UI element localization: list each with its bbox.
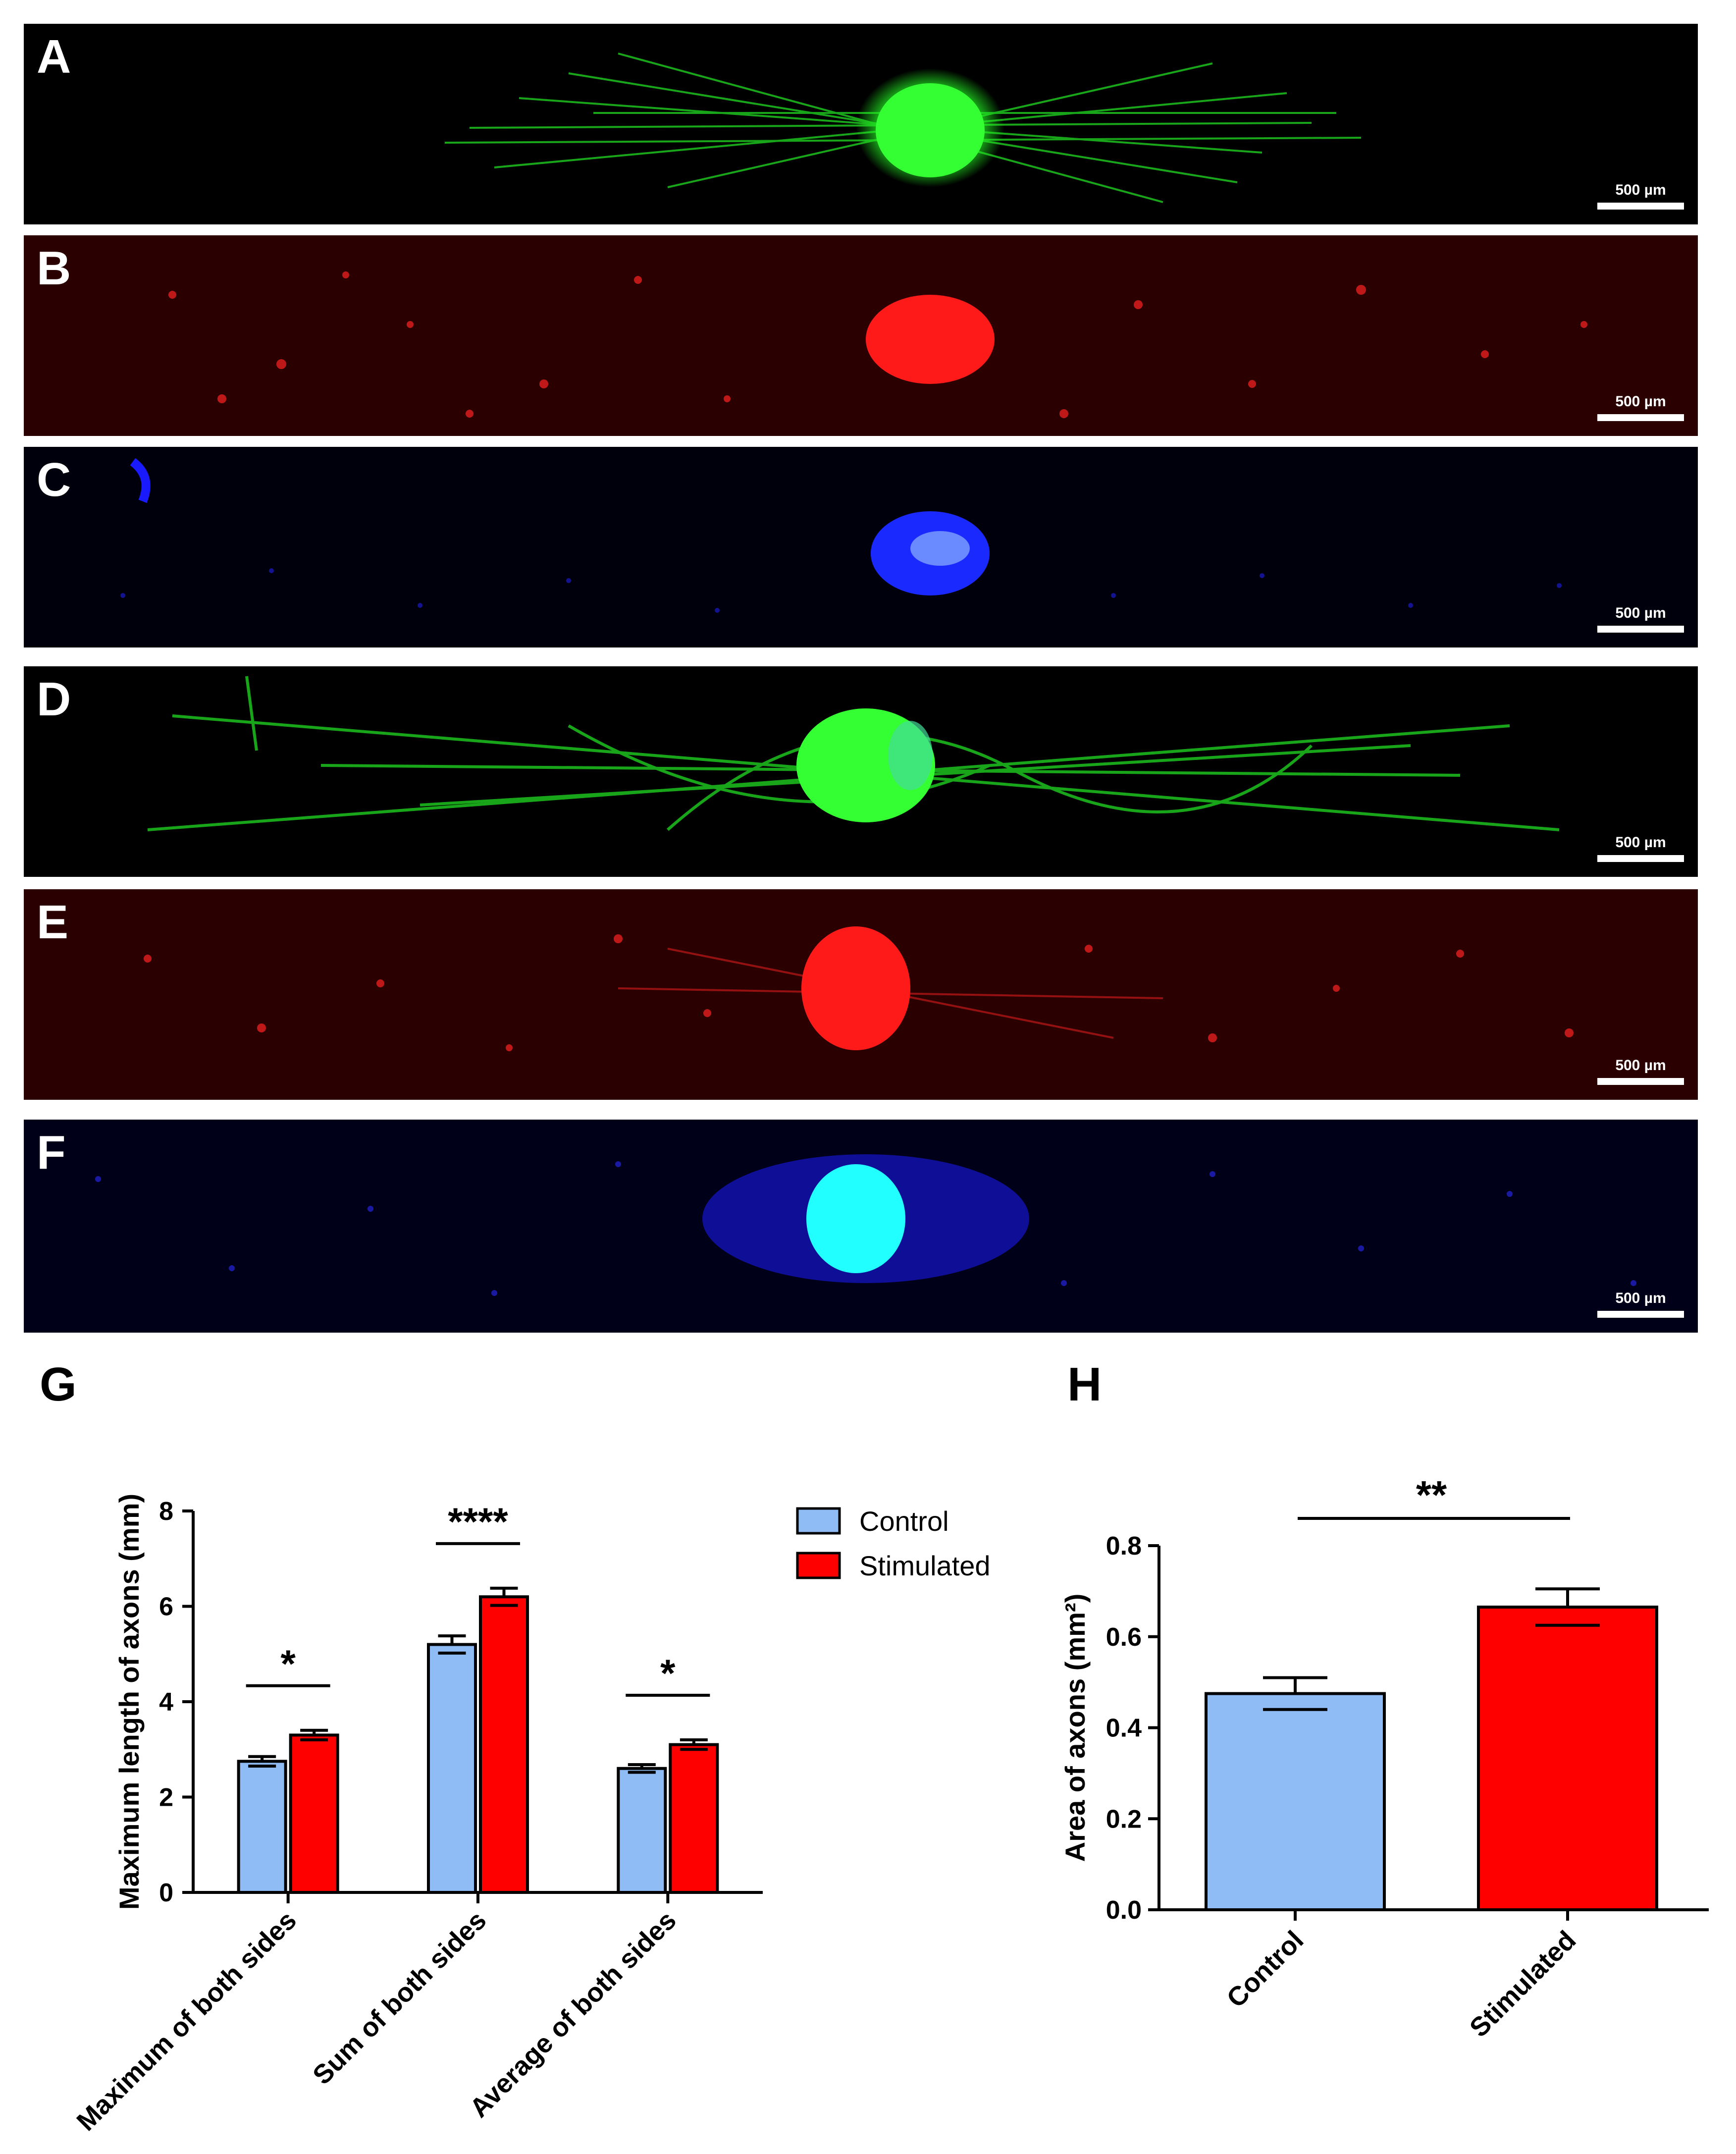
bar-control bbox=[1205, 1692, 1386, 1911]
scale-bar-c: 500 µm bbox=[1597, 605, 1684, 633]
bar-stimulated bbox=[289, 1733, 339, 1894]
micrograph-d-image bbox=[147, 676, 1560, 831]
y-axis-title: Maximum length of axons (mm) bbox=[113, 1494, 145, 1910]
scale-bar-label: 500 µm bbox=[1615, 834, 1666, 851]
micrograph-panel-c: C 500 µm bbox=[24, 447, 1698, 647]
bar-control bbox=[427, 1643, 477, 1894]
scale-bar-label: 500 µm bbox=[1615, 605, 1666, 621]
x-tick-label: Average of both sides bbox=[464, 1905, 682, 2123]
x-tick-label: Maximum of both sides bbox=[71, 1905, 302, 2137]
scale-bar-b: 500 µm bbox=[1597, 393, 1684, 421]
significance-marker: * bbox=[280, 1642, 296, 1685]
panel-label-f: F bbox=[37, 1126, 66, 1179]
chart-h: 0.0 0.2 0.4 0.6 0.8 Area of axons (mm²) Contro… bbox=[1059, 1473, 1709, 2043]
y-tick-label: 0.8 bbox=[1106, 1532, 1142, 1561]
significance-marker: **** bbox=[448, 1500, 508, 1543]
bar-stimulated bbox=[479, 1595, 529, 1894]
scale-bar-line bbox=[1597, 855, 1684, 862]
y-tick-label: 6 bbox=[159, 1593, 173, 1621]
y-tick-label: 0.2 bbox=[1106, 1805, 1142, 1833]
scale-bar-line bbox=[1597, 626, 1684, 633]
bar-control bbox=[237, 1760, 287, 1894]
micrograph-c-image bbox=[120, 458, 1562, 613]
scale-bar-label: 500 µm bbox=[1615, 393, 1666, 410]
y-tick-label: 0.4 bbox=[1106, 1714, 1142, 1743]
legend-label: Control bbox=[859, 1506, 949, 1537]
scale-bar-line bbox=[1597, 203, 1684, 210]
chart-label-g: G bbox=[40, 1358, 77, 1411]
panel-label-a: A bbox=[37, 30, 71, 83]
y-axis-title: Area of axons (mm²) bbox=[1059, 1594, 1091, 1862]
scale-bar-label: 500 µm bbox=[1615, 1057, 1666, 1074]
scale-bar-a: 500 µm bbox=[1597, 182, 1684, 210]
chart-label-h: H bbox=[1067, 1358, 1102, 1411]
y-tick-label: 0 bbox=[159, 1879, 173, 1907]
micrograph-panel-d: D 500 µm bbox=[24, 666, 1698, 877]
panel-label-e: E bbox=[37, 896, 69, 949]
micrograph-b-image bbox=[168, 271, 1587, 418]
bar-stimulated bbox=[669, 1743, 719, 1894]
micrograph-panel-a: A 500 µm bbox=[24, 24, 1698, 224]
y-tick-label: 2 bbox=[159, 1783, 173, 1812]
scale-bar-f: 500 µm bbox=[1597, 1290, 1684, 1318]
scale-bar-label: 500 µm bbox=[1615, 182, 1666, 198]
scale-bar-line bbox=[1597, 1311, 1684, 1318]
micrograph-panel-b: B 500 µm bbox=[24, 235, 1698, 436]
scale-bar-e: 500 µm bbox=[1597, 1057, 1684, 1085]
legend-label: Stimulated bbox=[859, 1550, 991, 1581]
y-tick-label: 8 bbox=[159, 1497, 173, 1526]
legend-swatch-stimulated bbox=[796, 1552, 841, 1579]
micrograph-a-image bbox=[444, 53, 1362, 203]
panel-label-c: C bbox=[37, 453, 71, 506]
scale-bar-line bbox=[1597, 414, 1684, 421]
legend-swatch-control bbox=[796, 1507, 841, 1535]
significance-marker: * bbox=[660, 1651, 676, 1695]
scale-bar-label: 500 µm bbox=[1615, 1290, 1666, 1306]
micrograph-f-image bbox=[95, 1154, 1636, 1296]
chart-g: 0 2 4 6 8 Maximum length of axons (mm) * Maximu… bbox=[71, 1494, 991, 2137]
scale-bar-d: 500 µm bbox=[1597, 834, 1684, 862]
bar-control bbox=[617, 1767, 667, 1894]
panel-label-b: B bbox=[37, 242, 71, 295]
bar-stimulated bbox=[1477, 1606, 1658, 1911]
y-tick-label: 0.6 bbox=[1106, 1623, 1142, 1652]
scale-bar-line bbox=[1597, 1078, 1684, 1085]
micrograph-e-image bbox=[144, 926, 1574, 1051]
panel-label-d: D bbox=[37, 673, 71, 726]
y-tick-label: 4 bbox=[159, 1688, 173, 1717]
micrograph-panel-e: E 500 µm bbox=[24, 889, 1698, 1100]
x-tick-label: Sum of both sides bbox=[307, 1905, 492, 2090]
x-tick-label: Control bbox=[1221, 1925, 1309, 2013]
y-tick-label: 0.0 bbox=[1106, 1896, 1142, 1925]
micrograph-panel-f: F 500 µm bbox=[24, 1120, 1698, 1333]
x-tick-label: Stimulated bbox=[1464, 1925, 1582, 2043]
significance-marker: ** bbox=[1416, 1473, 1447, 1517]
